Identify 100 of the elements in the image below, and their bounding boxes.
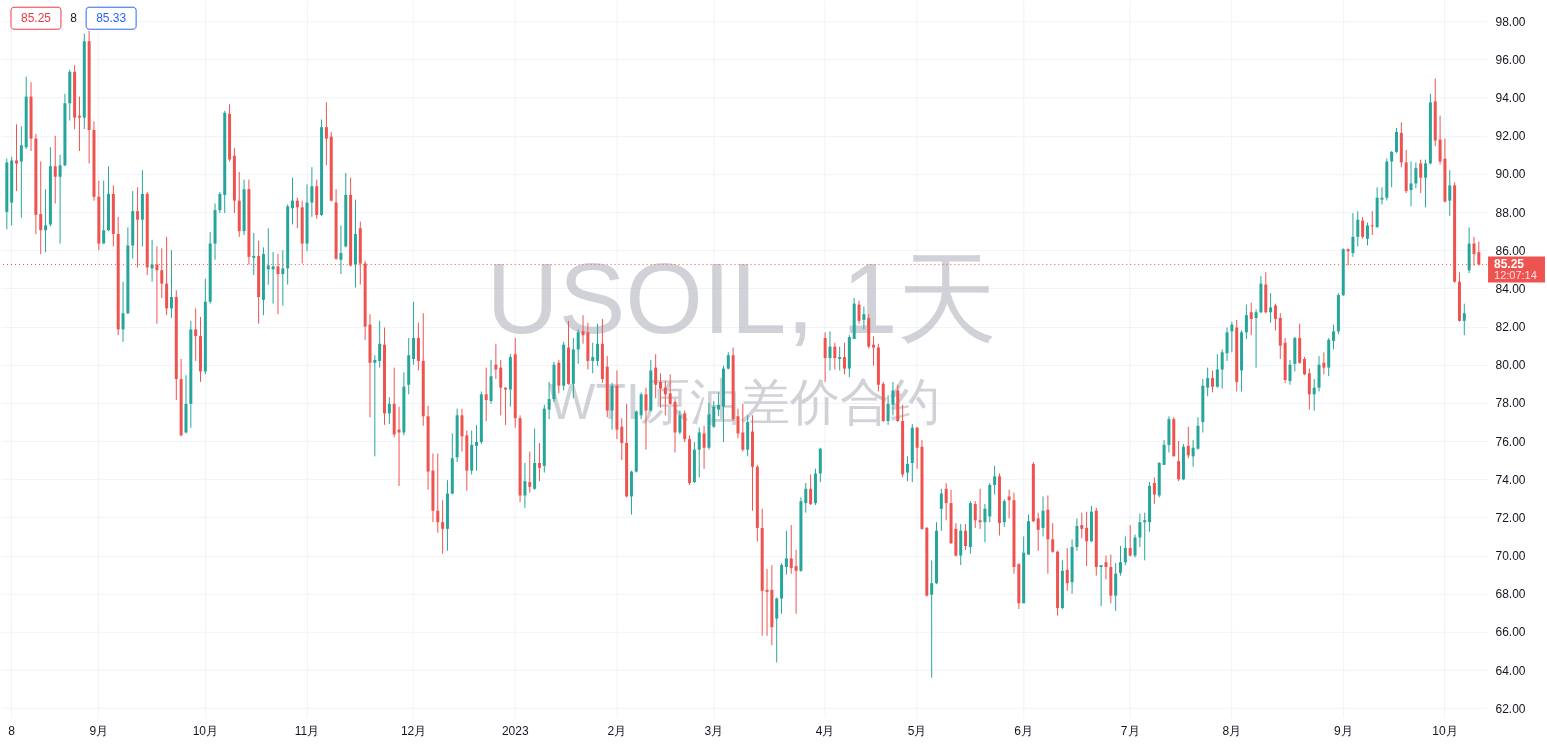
candlestick [1133, 534, 1137, 558]
y-tick-label: 68.00 [1495, 587, 1526, 602]
candlestick [310, 166, 314, 218]
y-tick-label: 86.00 [1495, 243, 1526, 258]
x-tick-label: 12月 [400, 724, 427, 739]
candlestick [169, 249, 173, 319]
candlestick [1269, 292, 1273, 324]
candlestick [765, 568, 769, 637]
x-tick-label: 10月 [1432, 724, 1458, 739]
x-tick-label: 8月 [1222, 724, 1242, 739]
candlestick [266, 227, 270, 286]
candlestick [1390, 150, 1394, 188]
annotation: 85.25 [20, 11, 52, 26]
y-tick-label: 88.00 [1495, 205, 1526, 220]
text: 12:07:14 [1494, 268, 1537, 281]
candlestick [460, 408, 464, 453]
candlestick [939, 488, 943, 532]
candlestick [218, 191, 222, 214]
candlestick [121, 281, 125, 343]
candlestick [1128, 524, 1132, 558]
candlestick [1220, 348, 1224, 390]
ref-line-label: 85.25 [1494, 256, 1525, 271]
candlestick [1249, 302, 1253, 336]
candlestick [475, 424, 479, 472]
candlestick [373, 354, 377, 457]
candlestick [930, 559, 934, 679]
candlestick [1370, 210, 1374, 236]
candlestick [775, 597, 779, 663]
candlestick [1317, 355, 1321, 392]
x-tick-label: 9月 [1333, 724, 1353, 739]
candlestick [1123, 535, 1127, 566]
candlestick [1206, 367, 1210, 397]
candlestick [1225, 327, 1229, 362]
candlestick [484, 367, 488, 422]
x-tick-label: 10月 [192, 724, 219, 739]
candlestick [19, 125, 23, 219]
candlestick [53, 135, 57, 204]
candlestick [697, 427, 701, 478]
candlestick [528, 451, 532, 494]
candlestick [843, 342, 847, 375]
candlestick [441, 499, 445, 555]
candlestick [1138, 513, 1142, 548]
annotation: 8 [70, 11, 78, 26]
candlestick [1119, 545, 1123, 577]
candlestick [252, 232, 256, 276]
candlestick [1356, 210, 1360, 247]
y-tick-label: 72.00 [1495, 510, 1526, 525]
candlestick [281, 249, 285, 307]
candlestick [620, 417, 624, 461]
candlestick [1414, 161, 1418, 189]
candlestick [857, 300, 861, 325]
x-tick-label: 9月 [89, 724, 109, 739]
candlestick [339, 224, 343, 275]
candlestick [828, 330, 832, 371]
y-tick-label: 98.00 [1495, 14, 1526, 29]
candlestick [1177, 440, 1181, 482]
annotation: 85.33 [96, 11, 127, 26]
candlestick [872, 335, 876, 367]
candlestick [1104, 555, 1108, 580]
candlestick [944, 482, 948, 521]
candlestick [1041, 495, 1045, 537]
candlestick [1114, 562, 1118, 612]
candlestick [1365, 222, 1369, 246]
candlestick [1395, 127, 1399, 154]
y-tick-label: 80.00 [1495, 358, 1526, 373]
candlestick [1051, 522, 1055, 554]
candlestick [809, 473, 813, 506]
x-tick-label: 4月 [815, 724, 835, 739]
candlestick [1409, 160, 1413, 207]
candlestick [412, 301, 416, 366]
candlestick [77, 96, 81, 152]
candlestick [1162, 439, 1166, 466]
candlestick [1288, 359, 1292, 386]
candlestick [1080, 512, 1084, 539]
candlestick [1065, 547, 1069, 592]
candlestick [194, 307, 198, 362]
candlestick [58, 154, 62, 245]
candlestick [1462, 303, 1466, 336]
candlestick [291, 177, 295, 225]
candlestick [1002, 498, 1006, 528]
candlestick [387, 396, 391, 425]
candlestick [833, 342, 837, 370]
candlestick [504, 387, 508, 426]
y-tick-label: 96.00 [1495, 52, 1526, 67]
candlestick [1186, 426, 1190, 459]
candlestick [499, 359, 503, 416]
candlestick [964, 523, 968, 551]
candlestick [784, 530, 788, 576]
y-tick-label: 94.00 [1495, 91, 1526, 106]
y-tick-label: 74.00 [1495, 472, 1526, 487]
candlestick [1351, 212, 1355, 258]
candlestick [436, 452, 440, 534]
candlestick [416, 322, 420, 371]
candlestick [973, 500, 977, 529]
candlestick [324, 101, 328, 166]
candlestick [1312, 378, 1316, 412]
candlestick [978, 488, 982, 530]
candlestick [1424, 159, 1428, 208]
x-tick-label: 11月 [294, 724, 320, 739]
candlestick [702, 425, 706, 470]
